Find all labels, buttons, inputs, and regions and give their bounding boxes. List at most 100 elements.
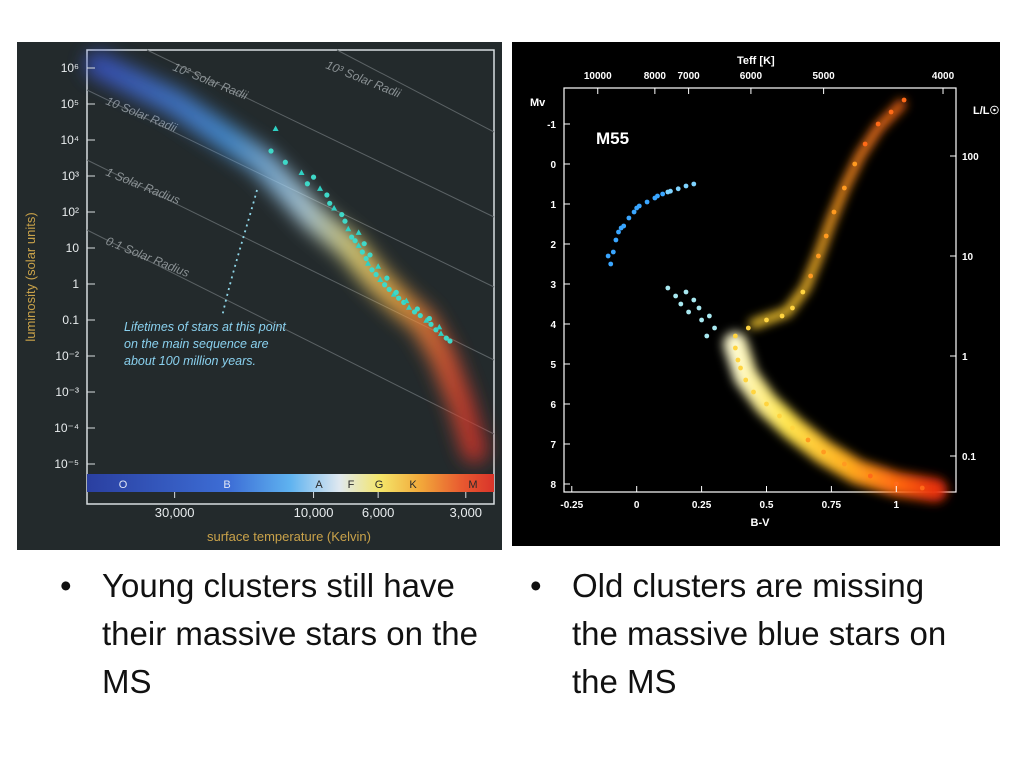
cmd-right-tick-label: 0.1 bbox=[962, 452, 976, 463]
hr-plot-frame bbox=[86, 49, 495, 505]
hr-point bbox=[339, 211, 345, 218]
cmd-point bbox=[841, 461, 847, 467]
cmd-point bbox=[618, 225, 624, 231]
hr-point bbox=[373, 271, 379, 278]
cmd-right-tick-label: 10 bbox=[962, 252, 974, 263]
hr-x-tick-label: 10,000 bbox=[294, 505, 334, 520]
cmd-point bbox=[735, 357, 741, 363]
hr-point bbox=[414, 306, 420, 312]
hr-point bbox=[437, 330, 444, 336]
hr-point bbox=[361, 241, 367, 247]
hr-point bbox=[443, 335, 449, 341]
cmd-point bbox=[823, 233, 829, 239]
cmd-point bbox=[665, 285, 671, 291]
cmd-point bbox=[691, 181, 697, 187]
hr-point bbox=[377, 276, 384, 283]
cmd-point bbox=[655, 193, 660, 199]
bullet-text: Old clusters are missing the massive blu… bbox=[572, 567, 947, 700]
cmd-y-tick-label: 1 bbox=[550, 200, 556, 211]
hr-point bbox=[363, 255, 369, 262]
cmd-point bbox=[626, 215, 632, 221]
hr-y-tick-label: 10⁶ bbox=[61, 61, 79, 75]
hr-point bbox=[386, 286, 392, 293]
cmd-top-axis-label: Teff [K] bbox=[737, 55, 775, 67]
spectral-class-label: F bbox=[348, 479, 355, 491]
spectral-class-label: K bbox=[409, 479, 417, 491]
hr-x-tick-label: 30,000 bbox=[155, 505, 195, 520]
cmd-point bbox=[683, 289, 689, 295]
cmd-point bbox=[696, 305, 702, 311]
cmd-point bbox=[852, 161, 858, 167]
cmd-point bbox=[800, 289, 806, 295]
hr-x-axis-label: surface temperature (Kelvin) bbox=[207, 529, 371, 544]
cmd-y-tick-label: 2 bbox=[550, 240, 556, 251]
cmd-right-axis-label: L/L☉ bbox=[973, 105, 999, 117]
hr-point bbox=[359, 249, 365, 255]
radius-line bbox=[146, 49, 495, 218]
hr-point bbox=[272, 125, 279, 131]
hr-y-tick-label: 10² bbox=[62, 205, 79, 219]
cmd-point bbox=[699, 317, 704, 323]
hr-point bbox=[396, 295, 402, 301]
cmd-red-giant-branch-band bbox=[749, 99, 906, 329]
hr-point bbox=[367, 252, 373, 258]
cmd-point bbox=[764, 317, 769, 323]
hr-point bbox=[375, 263, 382, 269]
hr-point bbox=[327, 200, 333, 206]
m55-cmd-panel: -0.25 0 0.25 0.5 0.75 1 -1 0 1 2 3 4 5 6 7 8 10000 8000 70… bbox=[512, 42, 1000, 546]
cmd-point bbox=[745, 325, 751, 331]
cmd-point bbox=[712, 325, 717, 331]
cmd-point bbox=[888, 109, 894, 115]
cmd-top-tick-label: 4000 bbox=[932, 71, 955, 82]
hr-cluster-points bbox=[268, 125, 453, 344]
hr-y-tick-label: 10⁻² bbox=[55, 349, 79, 363]
spectral-class-label: O bbox=[119, 479, 128, 491]
cmd-point bbox=[691, 297, 697, 303]
spectral-class-label: G bbox=[375, 479, 384, 491]
hr-point bbox=[331, 204, 338, 211]
cmd-point bbox=[790, 305, 795, 311]
hr-y-tick-label: 10 bbox=[66, 241, 80, 255]
cmd-point bbox=[610, 249, 616, 255]
bullet-item: • Young clusters still have their massiv… bbox=[60, 562, 505, 706]
cmd-x-tick-label: 0.75 bbox=[822, 500, 842, 511]
hr-point bbox=[355, 229, 362, 235]
spectral-class-label: B bbox=[223, 479, 230, 491]
cmd-y-axis-label: Mv bbox=[530, 97, 546, 109]
cmd-y-tick-label: 4 bbox=[550, 320, 556, 331]
hr-diagram-panel: 10² Solar Radii 10³ Solar Radii 10 Solar R… bbox=[17, 42, 502, 550]
cmd-x-tick-label: 1 bbox=[894, 500, 900, 511]
hr-x-tick-label: 6,000 bbox=[362, 505, 395, 520]
radius-line-label: 0.1 Solar Radius bbox=[104, 234, 192, 280]
bullet-symbol: • bbox=[60, 567, 72, 604]
cmd-point bbox=[660, 191, 666, 197]
hr-point bbox=[382, 282, 388, 288]
cmd-x-tick-label: -0.25 bbox=[560, 500, 583, 511]
cmd-y-tick-label: -1 bbox=[547, 120, 556, 131]
hr-point bbox=[393, 289, 399, 295]
cmd-point bbox=[706, 313, 712, 319]
hr-point bbox=[349, 234, 355, 240]
hr-point bbox=[423, 317, 430, 323]
annotation-line-3: about 100 million years. bbox=[124, 354, 256, 368]
hr-point bbox=[282, 159, 288, 165]
hr-point bbox=[403, 297, 410, 304]
cmd-right-tick-label: 100 bbox=[962, 152, 979, 163]
hr-y-axis-label: luminosity (solar units) bbox=[23, 212, 38, 341]
cmd-y-tick-label: 0 bbox=[550, 160, 556, 171]
cmd-y-tick-label: 7 bbox=[550, 440, 556, 451]
cmd-point bbox=[683, 183, 689, 189]
hr-y-tick-label: 10⁵ bbox=[61, 97, 79, 111]
cmd-point bbox=[665, 189, 671, 195]
cmd-point bbox=[808, 273, 814, 279]
cmd-point bbox=[777, 413, 782, 419]
hr-point bbox=[268, 148, 274, 154]
hr-x-tick-label: 3,000 bbox=[450, 505, 483, 520]
cmd-point bbox=[919, 485, 925, 491]
cmd-point bbox=[675, 186, 681, 192]
hr-y-tick-label: 1 bbox=[72, 277, 79, 291]
cmd-point bbox=[841, 185, 847, 191]
cmd-point bbox=[751, 389, 756, 395]
cmd-y-tick-label: 5 bbox=[550, 360, 556, 371]
